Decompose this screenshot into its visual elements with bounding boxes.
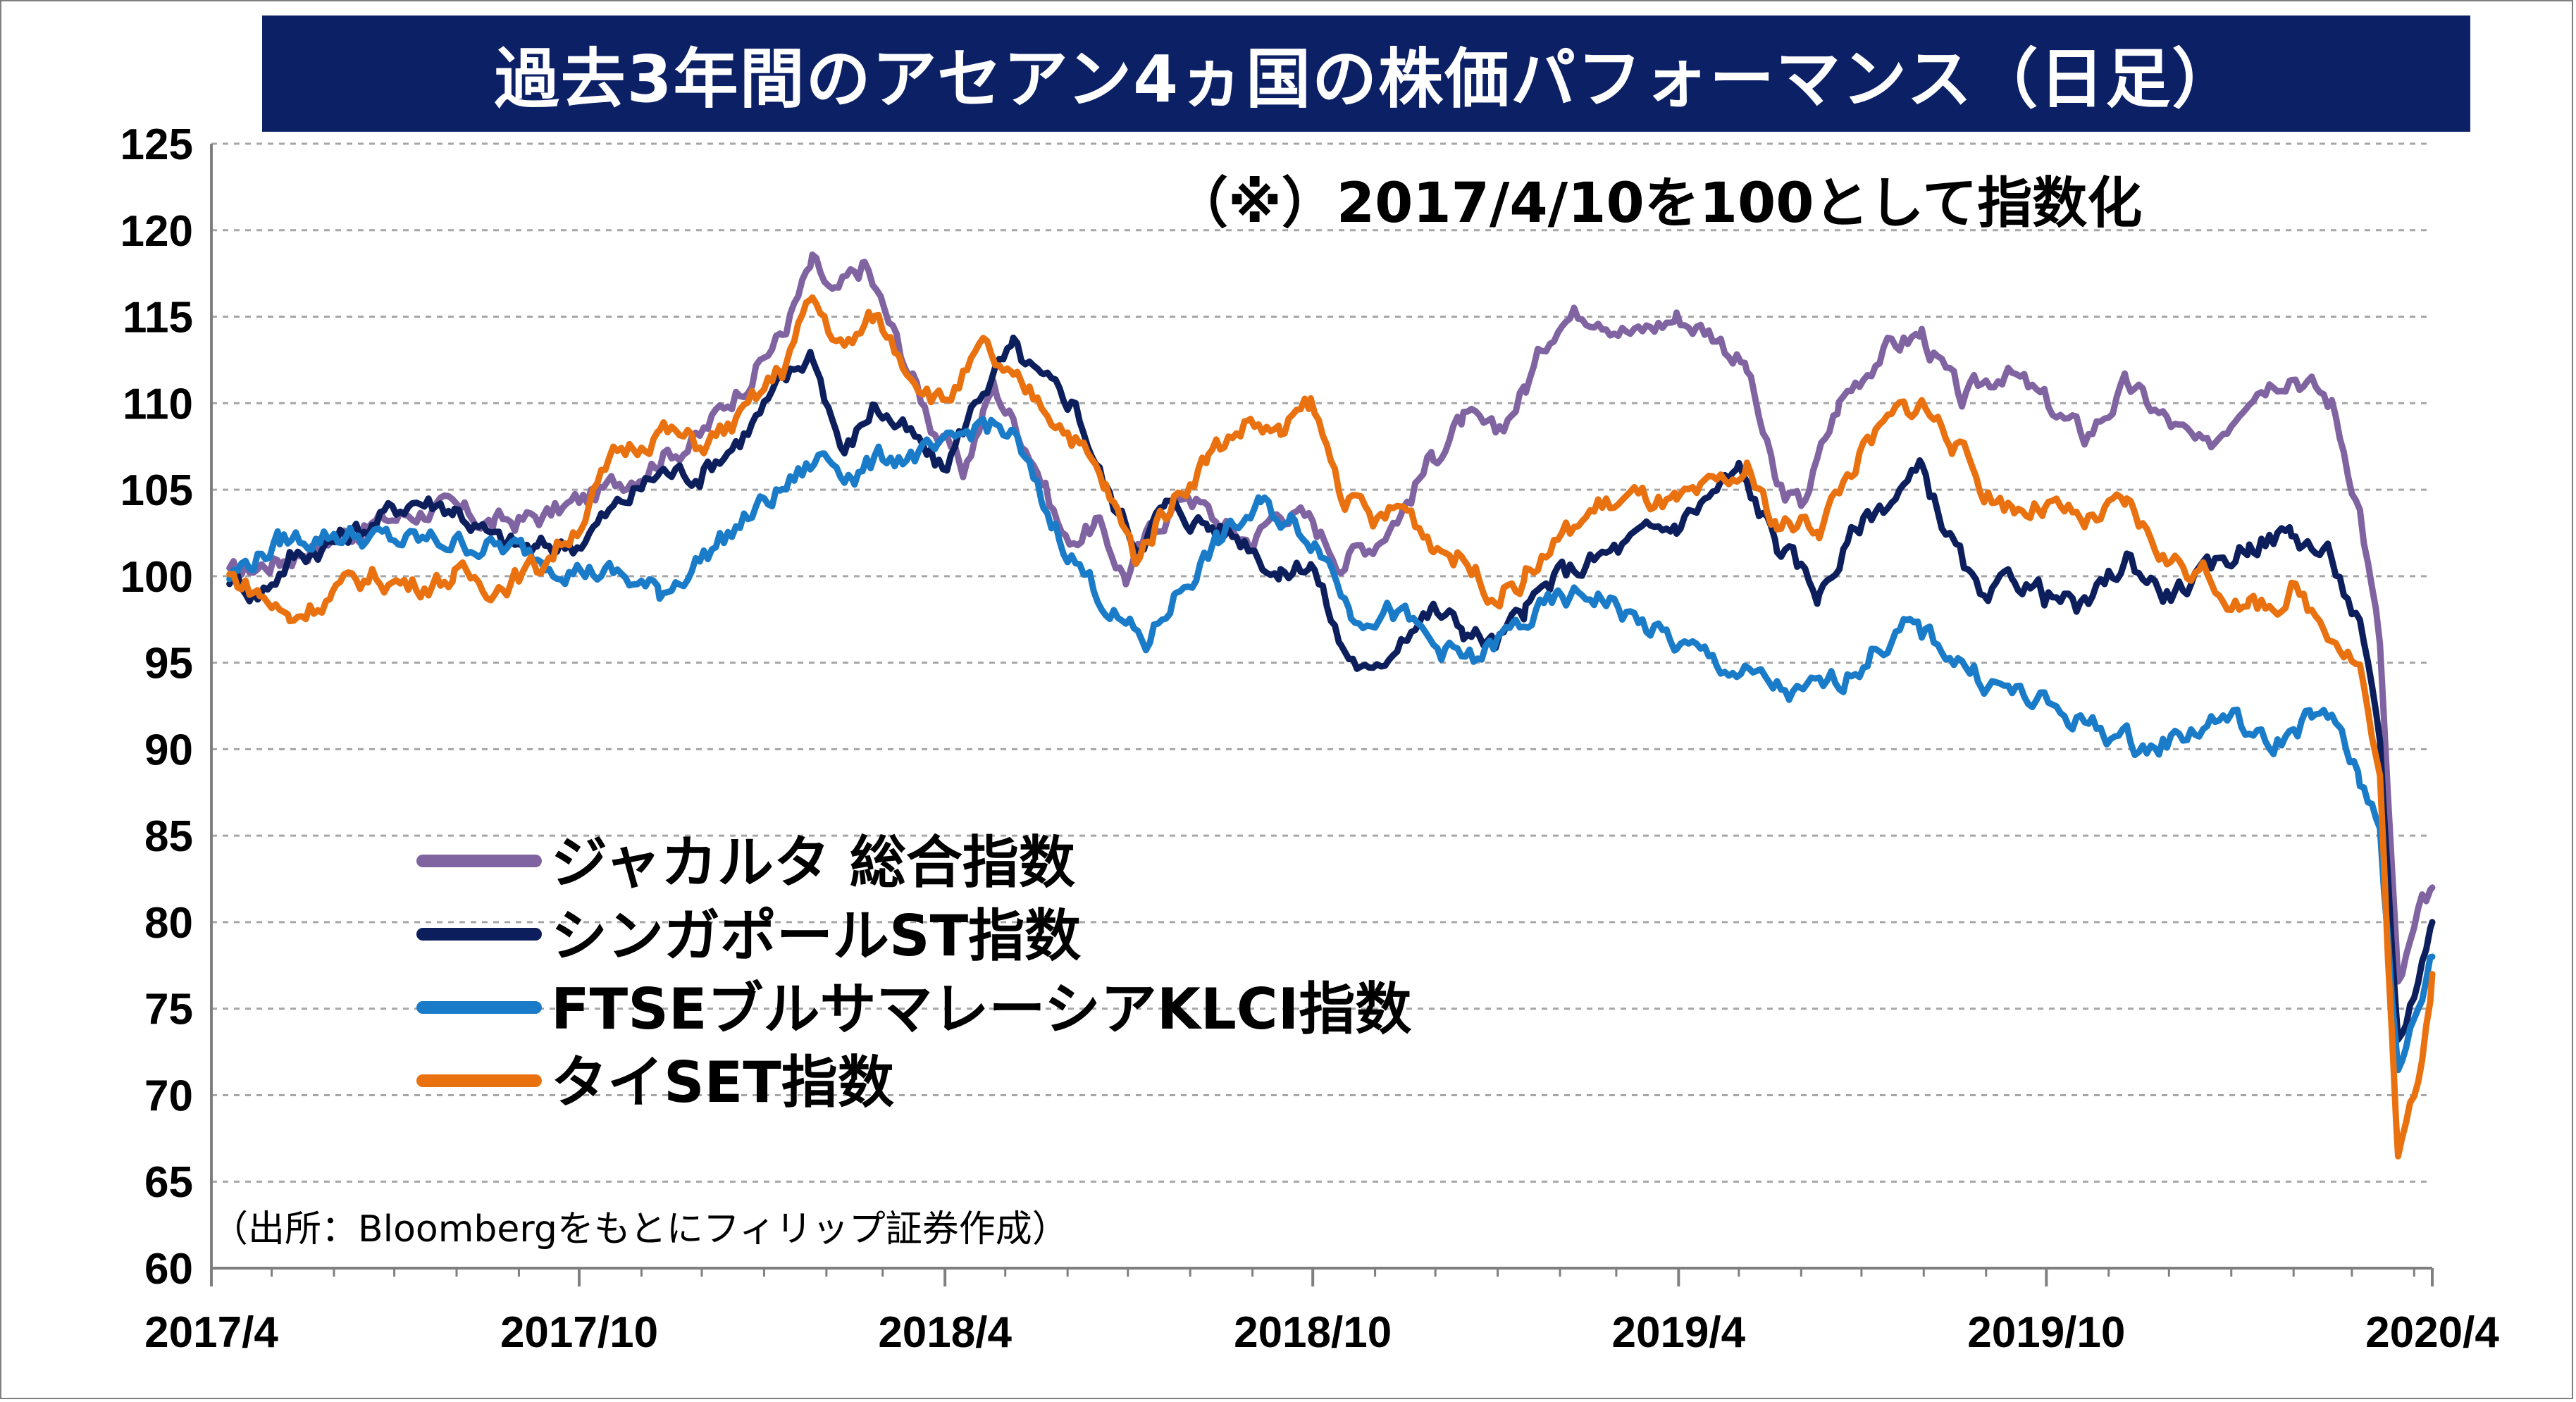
x-tick-label: 2019/4	[1611, 1308, 1745, 1357]
y-tick-label: 125	[120, 120, 193, 169]
y-tick-label: 105	[120, 466, 193, 515]
y-tick-label: 90	[144, 726, 193, 774]
series-line	[226, 294, 2436, 1160]
y-tick-label: 115	[123, 294, 193, 342]
y-tick-label: 70	[144, 1072, 193, 1120]
legend-label: シンガポールST指数	[551, 903, 1081, 969]
y-tick-label: 100	[120, 553, 193, 602]
y-tick-label: 120	[120, 207, 193, 256]
legend-label: タイSET指数	[551, 1050, 894, 1115]
x-tick-label: 2017/4	[144, 1308, 278, 1357]
chart-note: （※）2017/4/10を100として指数化	[1173, 172, 2142, 235]
y-tick-label: 110	[123, 380, 193, 428]
chart-title-text: 過去3年間のアセアン4ヵ国の株価パフォーマンス（日足）	[494, 42, 2238, 117]
series-line	[226, 251, 2436, 985]
y-tick-label: 65	[144, 1158, 193, 1207]
x-tick-label: 2019/10	[1967, 1308, 2125, 1357]
x-tick-label: 2018/10	[1234, 1308, 1392, 1357]
y-tick-label: 80	[144, 899, 193, 948]
y-tick-label: 75	[144, 986, 193, 1034]
series-line	[226, 416, 2436, 1074]
axes: 60 65 70 75 80 85 90 95 100 105 110 115 120 125 2017/4…	[120, 120, 2500, 1357]
x-tick-label: 2017/10	[500, 1308, 658, 1357]
series-line	[226, 334, 2436, 1043]
legend-label: FTSEブルサマレーシアKLCI指数	[551, 976, 1411, 1042]
source-note: （出所：Bloombergをもとにフィリップ証券作成）	[211, 1208, 1069, 1251]
y-tick-label: 85	[144, 812, 193, 861]
legend-label: ジャカルタ 総合指数	[551, 830, 1075, 895]
y-tick-label: 60	[144, 1245, 193, 1294]
series-lines	[226, 251, 2436, 1160]
y-tick-label: 95	[144, 640, 193, 688]
x-tick-label: 2018/4	[878, 1308, 1012, 1357]
x-tick-label: 2020/4	[2365, 1308, 2499, 1357]
chart-title: 過去3年間のアセアン4ヵ国の株価パフォーマンス（日足）	[262, 15, 2470, 132]
grid-lines	[211, 142, 2432, 1183]
